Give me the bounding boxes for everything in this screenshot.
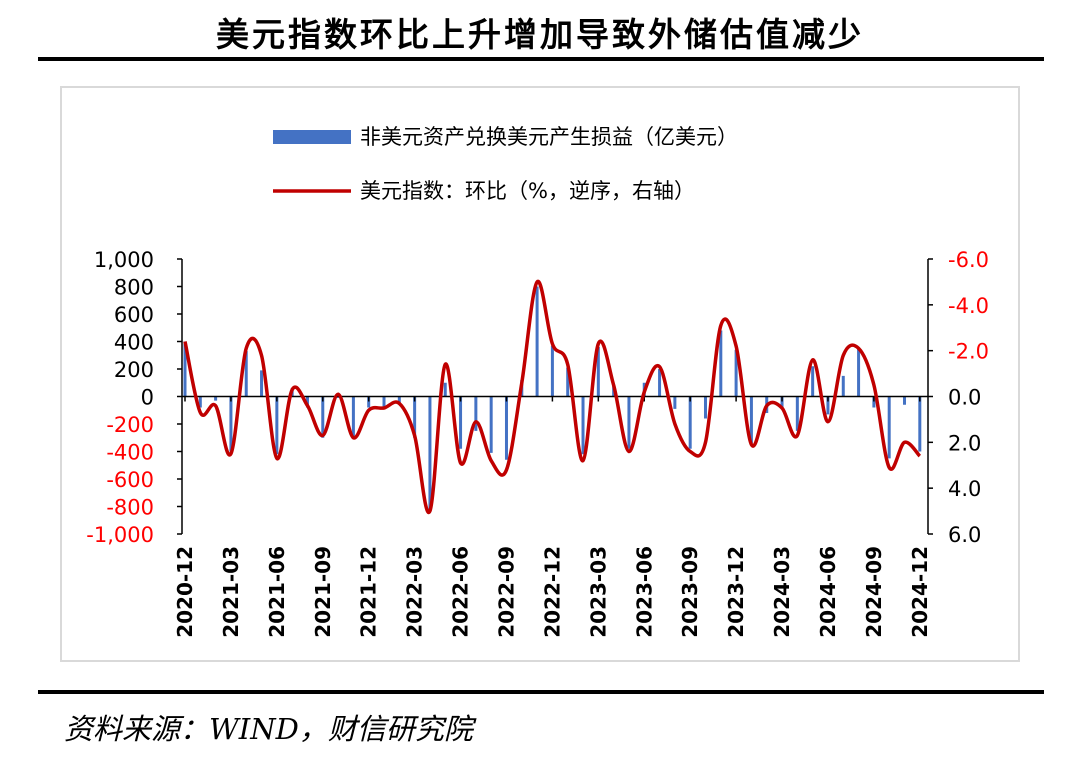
bar (260, 370, 264, 397)
right-tick-label: 6.0 (948, 523, 981, 547)
x-tick-label: 2021-03 (219, 546, 243, 638)
title-rule (38, 57, 1044, 61)
chart-frame (60, 86, 1020, 662)
left-tick-label: 200 (114, 358, 154, 382)
legend-bar-swatch (273, 130, 351, 144)
bar (719, 330, 723, 397)
right-tick-label: 2.0 (948, 431, 981, 455)
bar (413, 396, 417, 438)
bar (275, 396, 279, 455)
x-tick-label: 2023-12 (724, 546, 748, 638)
bar (504, 396, 508, 460)
source-note: 资料来源：WIND，财信研究院 (64, 712, 473, 746)
left-tick-label: -400 (106, 441, 154, 465)
bar (367, 396, 371, 408)
bar (841, 375, 845, 397)
bar (183, 341, 187, 397)
x-tick-label: 2021-06 (265, 546, 289, 638)
left-tick-label: 0 (141, 386, 154, 410)
bar (321, 396, 325, 438)
bar (229, 396, 233, 452)
right-tick-label: -4.0 (948, 294, 989, 318)
left-tick-label: 400 (114, 331, 154, 355)
bar (795, 396, 799, 431)
legend-line-label: 美元指数：环比（%，逆序，右轴） (360, 179, 695, 203)
bar (550, 345, 554, 397)
left-tick-label: 1,000 (94, 248, 154, 272)
bar (382, 396, 386, 409)
bar (474, 396, 478, 431)
page-title: 美元指数环比上升增加导致外储估值减少 (216, 15, 864, 54)
bar (214, 396, 218, 401)
x-tick-label: 2022-09 (494, 546, 518, 638)
left-tick-label: 800 (114, 276, 154, 300)
bar (780, 396, 784, 409)
bar (811, 366, 815, 397)
bar (749, 396, 753, 444)
x-tick-label: 2024-06 (816, 546, 840, 638)
right-tick-label: -2.0 (948, 340, 989, 364)
right-tick-label: 0.0 (948, 386, 981, 410)
left-tick-label: 600 (114, 303, 154, 327)
bar (581, 396, 585, 455)
bar (734, 349, 738, 397)
x-tick-label: 2024-03 (770, 546, 794, 638)
x-tick-label: 2024-12 (908, 546, 932, 638)
x-tick-label: 2024-09 (862, 546, 886, 638)
bar (244, 351, 248, 397)
bar (903, 396, 907, 405)
bar (673, 396, 677, 409)
right-tick-label: -6.0 (948, 248, 989, 272)
right-tick-label: 4.0 (948, 477, 981, 501)
usd-index-line (183, 280, 922, 515)
left-tick-label: -1,000 (86, 523, 154, 547)
bar (826, 396, 830, 415)
x-tick-label: 2021-09 (311, 546, 335, 638)
x-tick-label: 2023-03 (586, 546, 610, 638)
bar (459, 396, 463, 449)
bar (596, 347, 600, 397)
x-tick-label: 2023-06 (632, 546, 656, 638)
bar (428, 396, 432, 510)
bar (351, 396, 355, 437)
bar (566, 367, 570, 397)
left-tick-label: -200 (106, 413, 154, 437)
x-tick-label: 2022-03 (403, 546, 427, 638)
legend-bar-label: 非美元资产兑换美元产生损益（亿美元） (360, 125, 738, 149)
x-tick-label: 2022-12 (540, 546, 564, 638)
bar (535, 286, 539, 397)
left-tick-label: -800 (106, 496, 154, 520)
x-tick-label: 2022-06 (449, 546, 473, 638)
bar (887, 396, 891, 459)
bar (688, 396, 692, 449)
bar (703, 396, 707, 419)
bar (305, 396, 309, 408)
bar (397, 396, 401, 405)
bar (443, 382, 447, 397)
bar (198, 396, 202, 408)
bar (857, 348, 861, 397)
bar (489, 396, 493, 453)
bar (918, 396, 922, 452)
x-tick-label: 2021-12 (357, 546, 381, 638)
bar (658, 369, 662, 397)
x-tick-label: 2023-09 (678, 546, 702, 638)
x-tick-label: 2020-12 (173, 546, 197, 638)
source-rule (38, 690, 1044, 694)
left-tick-label: -600 (106, 468, 154, 492)
bar (627, 396, 631, 449)
bar (872, 396, 876, 408)
